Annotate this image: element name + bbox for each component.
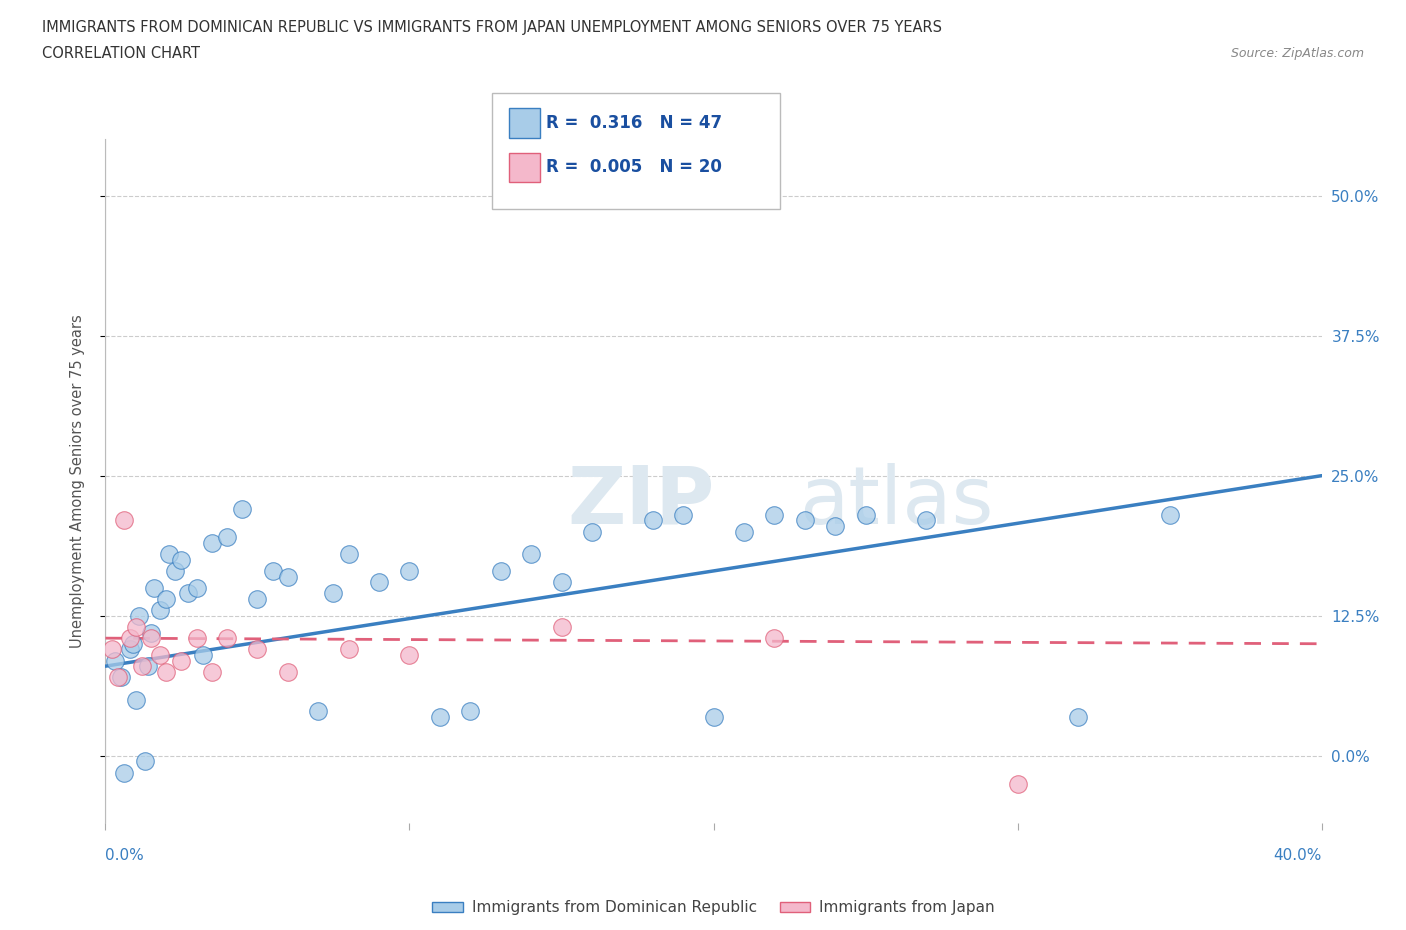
- Point: [733, 525, 755, 539]
- Point: [139, 631, 162, 645]
- Point: [489, 564, 512, 578]
- Point: [134, 754, 156, 769]
- Point: [149, 647, 172, 662]
- Point: [176, 586, 198, 601]
- Point: [170, 552, 193, 567]
- Point: [107, 670, 129, 684]
- Point: [125, 619, 148, 634]
- Point: [246, 642, 269, 657]
- Point: [1159, 508, 1181, 523]
- Point: [157, 547, 180, 562]
- Point: [217, 631, 239, 645]
- Point: [398, 564, 420, 578]
- Point: [155, 591, 177, 606]
- Point: [337, 547, 360, 562]
- Point: [520, 547, 543, 562]
- Point: [824, 519, 846, 534]
- Text: CORRELATION CHART: CORRELATION CHART: [42, 46, 200, 61]
- Point: [262, 564, 284, 578]
- Point: [100, 642, 122, 657]
- Point: [112, 513, 135, 528]
- Text: Source: ZipAtlas.com: Source: ZipAtlas.com: [1230, 46, 1364, 60]
- Point: [550, 575, 572, 590]
- Point: [201, 664, 224, 679]
- Point: [855, 508, 877, 523]
- Point: [915, 513, 938, 528]
- Text: IMMIGRANTS FROM DOMINICAN REPUBLIC VS IMMIGRANTS FROM JAPAN UNEMPLOYMENT AMONG S: IMMIGRANTS FROM DOMINICAN REPUBLIC VS IM…: [42, 20, 942, 35]
- Point: [139, 625, 162, 640]
- Point: [191, 647, 214, 662]
- Point: [550, 619, 572, 634]
- Point: [231, 502, 253, 517]
- Point: [458, 704, 481, 719]
- Point: [277, 664, 299, 679]
- Text: 0.0%: 0.0%: [105, 848, 145, 863]
- Point: [125, 692, 148, 707]
- Legend: Immigrants from Dominican Republic, Immigrants from Japan: Immigrants from Dominican Republic, Immi…: [426, 894, 1001, 922]
- Point: [368, 575, 391, 590]
- Text: R =  0.005   N = 20: R = 0.005 N = 20: [546, 158, 721, 177]
- Point: [307, 704, 329, 719]
- Point: [201, 536, 224, 551]
- Point: [217, 530, 239, 545]
- Point: [131, 658, 153, 673]
- Text: atlas: atlas: [799, 463, 993, 540]
- Point: [337, 642, 360, 657]
- Point: [186, 580, 208, 595]
- Point: [118, 642, 141, 657]
- Text: 40.0%: 40.0%: [1274, 848, 1322, 863]
- Point: [581, 525, 603, 539]
- Point: [398, 647, 420, 662]
- Point: [702, 710, 725, 724]
- Point: [118, 631, 141, 645]
- Point: [103, 653, 125, 668]
- Text: ZIP: ZIP: [568, 463, 714, 540]
- Point: [112, 765, 135, 780]
- Point: [246, 591, 269, 606]
- Point: [763, 631, 786, 645]
- Point: [793, 513, 815, 528]
- Text: R =  0.316   N = 47: R = 0.316 N = 47: [546, 113, 721, 132]
- Point: [1007, 777, 1029, 791]
- Point: [170, 653, 193, 668]
- Point: [672, 508, 695, 523]
- Point: [277, 569, 299, 584]
- Point: [155, 664, 177, 679]
- Point: [641, 513, 664, 528]
- Point: [110, 670, 132, 684]
- Point: [149, 603, 172, 618]
- Point: [763, 508, 786, 523]
- Point: [165, 564, 187, 578]
- Point: [143, 580, 166, 595]
- Point: [429, 710, 451, 724]
- Point: [136, 658, 159, 673]
- Point: [186, 631, 208, 645]
- Point: [322, 586, 344, 601]
- Y-axis label: Unemployment Among Seniors over 75 years: Unemployment Among Seniors over 75 years: [70, 314, 84, 648]
- Point: [121, 636, 143, 651]
- Point: [128, 608, 150, 623]
- Point: [1067, 710, 1090, 724]
